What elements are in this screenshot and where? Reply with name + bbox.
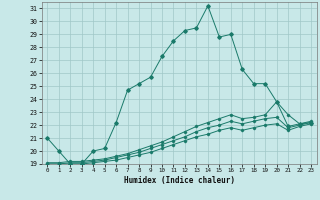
X-axis label: Humidex (Indice chaleur): Humidex (Indice chaleur)	[124, 176, 235, 185]
